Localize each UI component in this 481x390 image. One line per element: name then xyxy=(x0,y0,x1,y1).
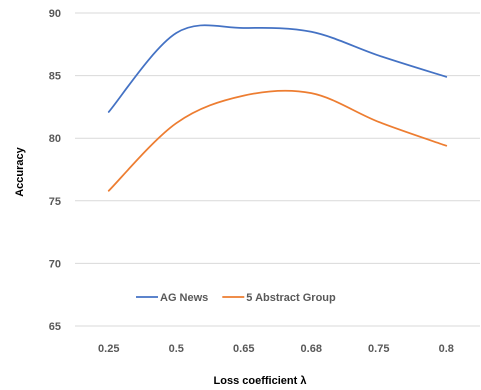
series-lines xyxy=(107,24,448,192)
y-axis-title: Accuracy xyxy=(14,146,26,196)
x-tick-label: 0.68 xyxy=(301,343,322,355)
series-line-1 xyxy=(107,89,448,192)
legend-label: 5 Abstract Group xyxy=(246,292,336,304)
gridlines xyxy=(75,12,480,327)
legend-label: AG News xyxy=(160,292,208,304)
y-axis-ticks: 65 70 75 80 85 90 xyxy=(49,8,61,333)
y-tick-label: 65 xyxy=(49,321,61,333)
x-axis-ticks: 0.25 0.5 0.65 0.68 0.75 0.8 xyxy=(98,343,454,355)
y-tick-label: 80 xyxy=(49,133,61,145)
y-tick-label: 70 xyxy=(49,258,61,270)
x-tick-label: 0.25 xyxy=(98,343,119,355)
x-tick-label: 0.75 xyxy=(368,343,389,355)
series-line-0 xyxy=(107,24,448,113)
x-tick-label: 0.8 xyxy=(439,343,454,355)
y-tick-label: 75 xyxy=(49,196,61,208)
y-tick-label: 85 xyxy=(49,71,61,83)
x-tick-label: 0.65 xyxy=(233,343,254,355)
x-tick-label: 0.5 xyxy=(169,343,184,355)
x-axis-title: Loss coefficient λ xyxy=(214,375,307,387)
legend: AG News 5 Abstract Group xyxy=(136,292,336,304)
y-tick-label: 90 xyxy=(49,8,61,20)
